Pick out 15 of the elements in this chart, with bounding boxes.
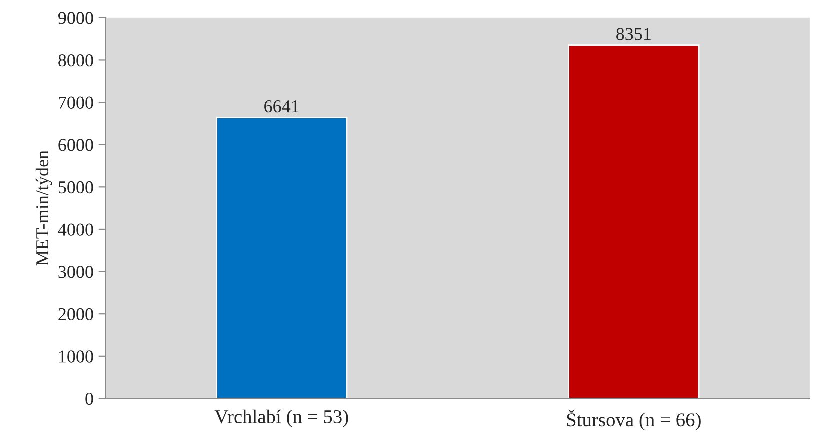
y-tick-label: 9000 — [58, 12, 94, 24]
x-tick-label: Štursova (n = 66) — [567, 410, 701, 431]
data-label: 6641 — [264, 100, 299, 113]
y-tick-label: 0 — [86, 392, 94, 406]
y-tick-label: 7000 — [59, 96, 94, 109]
y-tick-label: 6000 — [58, 139, 94, 152]
y-tick-label: 4000 — [58, 224, 94, 236]
y-tick-label: 1000 — [59, 350, 94, 363]
y-tick-label: 8000 — [58, 54, 94, 67]
y-tick-label: 5000 — [58, 181, 94, 194]
x-tick-label: Vrchlabí (n = 53) — [214, 410, 348, 428]
y-tick-label: 3000 — [58, 266, 94, 278]
y-tick-label: 2000 — [58, 308, 94, 321]
data-label: 8351 — [616, 28, 651, 40]
y-axis-title: MET-min/týden — [36, 150, 52, 266]
